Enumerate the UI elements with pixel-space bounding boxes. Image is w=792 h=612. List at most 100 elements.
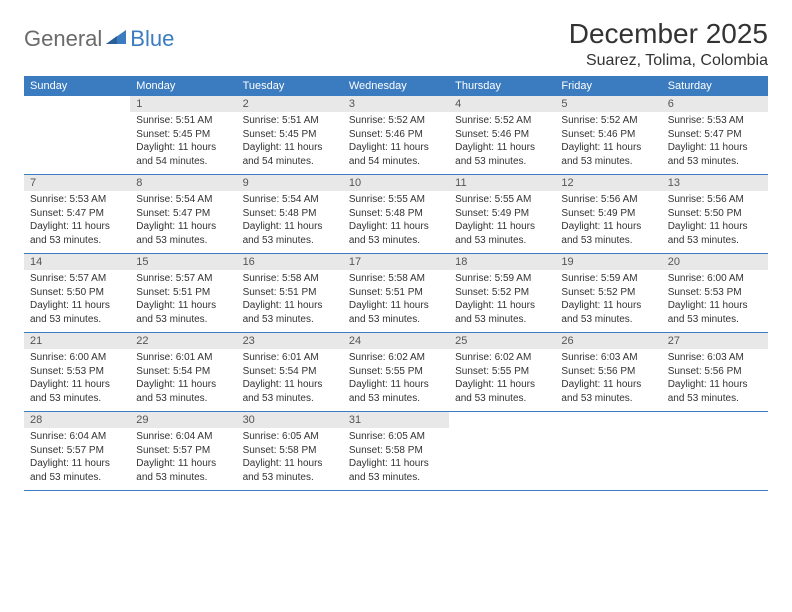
day-details: Sunrise: 5:59 AMSunset: 5:52 PMDaylight:…	[555, 270, 661, 330]
sunrise-label: Sunrise: 6:04 AM	[30, 430, 124, 444]
sunrise-label: Sunrise: 5:56 AM	[668, 193, 762, 207]
sunset-label: Sunset: 5:49 PM	[455, 207, 549, 221]
daylight-label: Daylight: 11 hours and 53 minutes.	[243, 299, 337, 326]
day-number: 30	[237, 412, 343, 428]
day-number: 19	[555, 254, 661, 270]
sunset-label: Sunset: 5:55 PM	[455, 365, 549, 379]
sunrise-label: Sunrise: 5:57 AM	[30, 272, 124, 286]
dow-cell: Wednesday	[343, 76, 449, 96]
sunrise-label: Sunrise: 6:02 AM	[455, 351, 549, 365]
daylight-label: Daylight: 11 hours and 54 minutes.	[243, 141, 337, 168]
day-cell: 30Sunrise: 6:05 AMSunset: 5:58 PMDayligh…	[237, 412, 343, 490]
day-cell: 24Sunrise: 6:02 AMSunset: 5:55 PMDayligh…	[343, 333, 449, 411]
sunset-label: Sunset: 5:52 PM	[455, 286, 549, 300]
day-number: 8	[130, 175, 236, 191]
sunset-label: Sunset: 5:47 PM	[30, 207, 124, 221]
day-details: Sunrise: 5:54 AMSunset: 5:48 PMDaylight:…	[237, 191, 343, 251]
daylight-label: Daylight: 11 hours and 54 minutes.	[349, 141, 443, 168]
day-cell: 20Sunrise: 6:00 AMSunset: 5:53 PMDayligh…	[662, 254, 768, 332]
header: General Blue December 2025 Suarez, Tolim…	[24, 18, 768, 70]
sunset-label: Sunset: 5:45 PM	[136, 128, 230, 142]
day-details: Sunrise: 5:54 AMSunset: 5:47 PMDaylight:…	[130, 191, 236, 251]
sunset-label: Sunset: 5:45 PM	[243, 128, 337, 142]
daylight-label: Daylight: 11 hours and 53 minutes.	[243, 378, 337, 405]
daylight-label: Daylight: 11 hours and 53 minutes.	[561, 378, 655, 405]
day-number: 1	[130, 96, 236, 112]
day-cell: 13Sunrise: 5:56 AMSunset: 5:50 PMDayligh…	[662, 175, 768, 253]
day-cell	[662, 412, 768, 490]
daylight-label: Daylight: 11 hours and 53 minutes.	[136, 299, 230, 326]
sunrise-label: Sunrise: 5:53 AM	[668, 114, 762, 128]
day-number: 7	[24, 175, 130, 191]
sunrise-label: Sunrise: 5:55 AM	[349, 193, 443, 207]
day-details: Sunrise: 5:51 AMSunset: 5:45 PMDaylight:…	[237, 112, 343, 172]
daylight-label: Daylight: 11 hours and 53 minutes.	[30, 457, 124, 484]
daylight-label: Daylight: 11 hours and 53 minutes.	[561, 220, 655, 247]
logo-text-2: Blue	[130, 26, 174, 52]
sunset-label: Sunset: 5:47 PM	[136, 207, 230, 221]
title-block: December 2025 Suarez, Tolima, Colombia	[569, 18, 768, 70]
daylight-label: Daylight: 11 hours and 53 minutes.	[455, 378, 549, 405]
dow-cell: Friday	[555, 76, 661, 96]
day-number: 12	[555, 175, 661, 191]
day-cell: 2Sunrise: 5:51 AMSunset: 5:45 PMDaylight…	[237, 96, 343, 174]
day-cell: 7Sunrise: 5:53 AMSunset: 5:47 PMDaylight…	[24, 175, 130, 253]
daylight-label: Daylight: 11 hours and 53 minutes.	[561, 141, 655, 168]
day-number: 16	[237, 254, 343, 270]
day-details: Sunrise: 6:02 AMSunset: 5:55 PMDaylight:…	[343, 349, 449, 409]
day-details: Sunrise: 5:56 AMSunset: 5:49 PMDaylight:…	[555, 191, 661, 251]
sunrise-label: Sunrise: 5:57 AM	[136, 272, 230, 286]
day-cell: 28Sunrise: 6:04 AMSunset: 5:57 PMDayligh…	[24, 412, 130, 490]
day-cell: 16Sunrise: 5:58 AMSunset: 5:51 PMDayligh…	[237, 254, 343, 332]
day-details: Sunrise: 5:57 AMSunset: 5:50 PMDaylight:…	[24, 270, 130, 330]
daylight-label: Daylight: 11 hours and 53 minutes.	[349, 457, 443, 484]
calendar-week: 7Sunrise: 5:53 AMSunset: 5:47 PMDaylight…	[24, 175, 768, 254]
sunset-label: Sunset: 5:53 PM	[30, 365, 124, 379]
day-cell: 19Sunrise: 5:59 AMSunset: 5:52 PMDayligh…	[555, 254, 661, 332]
sunrise-label: Sunrise: 5:58 AM	[243, 272, 337, 286]
day-details: Sunrise: 5:51 AMSunset: 5:45 PMDaylight:…	[130, 112, 236, 172]
daylight-label: Daylight: 11 hours and 53 minutes.	[136, 457, 230, 484]
day-details: Sunrise: 6:05 AMSunset: 5:58 PMDaylight:…	[343, 428, 449, 488]
day-cell: 1Sunrise: 5:51 AMSunset: 5:45 PMDaylight…	[130, 96, 236, 174]
day-cell: 23Sunrise: 6:01 AMSunset: 5:54 PMDayligh…	[237, 333, 343, 411]
day-details: Sunrise: 5:52 AMSunset: 5:46 PMDaylight:…	[343, 112, 449, 172]
calendar-week: 1Sunrise: 5:51 AMSunset: 5:45 PMDaylight…	[24, 96, 768, 175]
sunset-label: Sunset: 5:56 PM	[668, 365, 762, 379]
sunset-label: Sunset: 5:56 PM	[561, 365, 655, 379]
sunset-label: Sunset: 5:47 PM	[668, 128, 762, 142]
dow-cell: Monday	[130, 76, 236, 96]
day-details: Sunrise: 6:03 AMSunset: 5:56 PMDaylight:…	[662, 349, 768, 409]
daylight-label: Daylight: 11 hours and 53 minutes.	[30, 378, 124, 405]
logo-text-1: General	[24, 26, 102, 52]
day-cell: 17Sunrise: 5:58 AMSunset: 5:51 PMDayligh…	[343, 254, 449, 332]
day-cell	[24, 96, 130, 174]
daylight-label: Daylight: 11 hours and 54 minutes.	[136, 141, 230, 168]
day-details: Sunrise: 6:04 AMSunset: 5:57 PMDaylight:…	[130, 428, 236, 488]
day-number: 23	[237, 333, 343, 349]
day-number: 6	[662, 96, 768, 112]
day-cell: 3Sunrise: 5:52 AMSunset: 5:46 PMDaylight…	[343, 96, 449, 174]
daylight-label: Daylight: 11 hours and 53 minutes.	[136, 220, 230, 247]
sunset-label: Sunset: 5:54 PM	[243, 365, 337, 379]
day-details: Sunrise: 5:53 AMSunset: 5:47 PMDaylight:…	[24, 191, 130, 251]
day-cell: 29Sunrise: 6:04 AMSunset: 5:57 PMDayligh…	[130, 412, 236, 490]
sunset-label: Sunset: 5:49 PM	[561, 207, 655, 221]
sunrise-label: Sunrise: 5:52 AM	[349, 114, 443, 128]
day-details: Sunrise: 5:55 AMSunset: 5:48 PMDaylight:…	[343, 191, 449, 251]
sunset-label: Sunset: 5:57 PM	[136, 444, 230, 458]
daylight-label: Daylight: 11 hours and 53 minutes.	[30, 299, 124, 326]
sunset-label: Sunset: 5:50 PM	[30, 286, 124, 300]
daylight-label: Daylight: 11 hours and 53 minutes.	[668, 220, 762, 247]
sunrise-label: Sunrise: 5:59 AM	[455, 272, 549, 286]
sunrise-label: Sunrise: 6:00 AM	[30, 351, 124, 365]
sunset-label: Sunset: 5:54 PM	[136, 365, 230, 379]
daylight-label: Daylight: 11 hours and 53 minutes.	[136, 378, 230, 405]
day-number: 5	[555, 96, 661, 112]
location-label: Suarez, Tolima, Colombia	[569, 52, 768, 70]
sunrise-label: Sunrise: 6:00 AM	[668, 272, 762, 286]
sunrise-label: Sunrise: 5:52 AM	[561, 114, 655, 128]
daylight-label: Daylight: 11 hours and 53 minutes.	[243, 457, 337, 484]
day-number: 4	[449, 96, 555, 112]
daylight-label: Daylight: 11 hours and 53 minutes.	[349, 299, 443, 326]
